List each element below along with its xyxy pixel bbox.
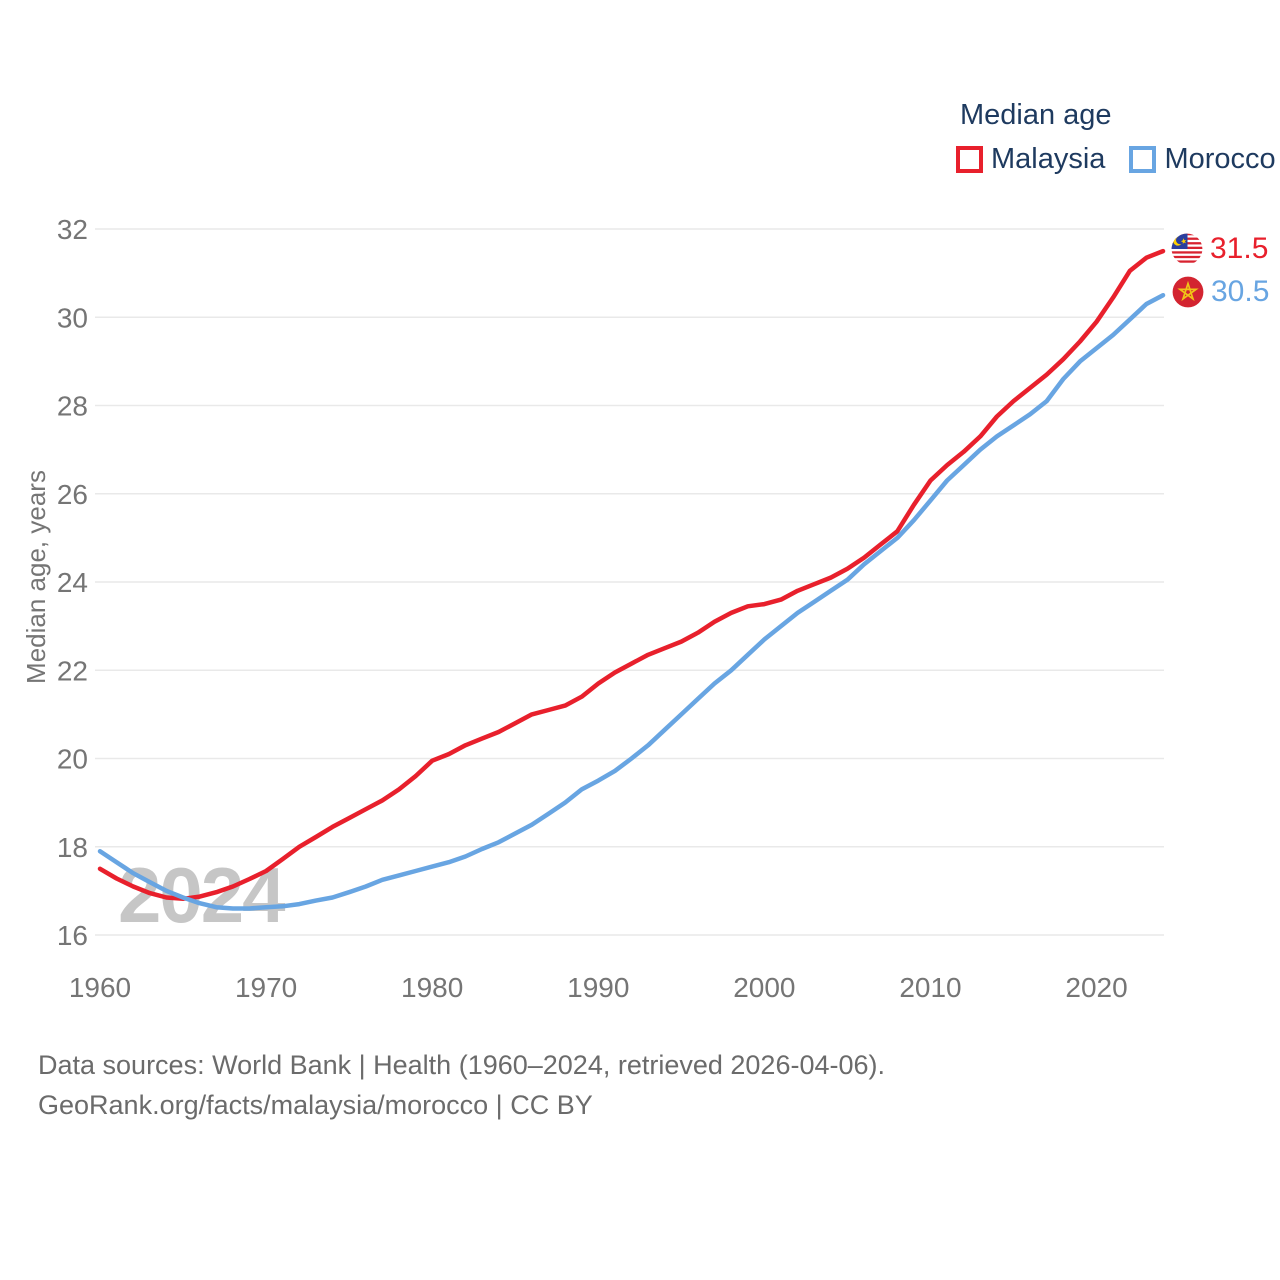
x-tick-label: 1990 (567, 972, 629, 1003)
series-lines (97, 248, 1166, 911)
morocco-flag-icon (1172, 276, 1204, 308)
x-tick-label: 1960 (69, 972, 131, 1003)
y-tick-label: 16 (57, 920, 88, 951)
axis-labels: 16 18 20 22 24 26 28 30 32 1960 1970 1980 1990 2000 20… (57, 214, 1128, 1003)
x-tick-label: 2000 (733, 972, 795, 1003)
x-tick-label: 2010 (899, 972, 961, 1003)
y-tick-label: 32 (57, 214, 88, 245)
legend-item-morocco[interactable]: Morocco (1129, 143, 1276, 176)
end-value-morocco: 30.5 (1211, 275, 1270, 308)
x-tick-label: 2020 (1065, 972, 1127, 1003)
y-tick-label: 20 (57, 744, 88, 775)
legend-item-malaysia[interactable]: Malaysia (956, 143, 1105, 176)
malaysia-flag-icon (1171, 233, 1203, 265)
legend-label-malaysia: Malaysia (991, 143, 1106, 175)
y-tick-label: 26 (57, 479, 88, 510)
footer-credit-line: GeoRank.org/facts/malaysia/morocco | CC … (38, 1090, 593, 1120)
series-line-morocco (97, 292, 1166, 911)
legend-title: Median age (960, 99, 1112, 131)
y-axis-title: Median age, years (21, 470, 51, 684)
y-tick-label: 18 (57, 832, 88, 863)
y-tick-label: 24 (57, 567, 88, 598)
x-tick-label: 1970 (235, 972, 297, 1003)
series-line-malaysia (97, 248, 1166, 902)
morocco-swatch-icon (1129, 146, 1157, 173)
malaysia-swatch-icon (956, 146, 983, 173)
end-label-morocco: 30.5 (1172, 276, 1269, 308)
x-tick-label: 1980 (401, 972, 463, 1003)
footer: Data sources: World Bank | Health (1960–… (38, 1045, 885, 1125)
end-value-malaysia: 31.5 (1210, 232, 1269, 265)
legend: Median age Malaysia Morocco (956, 99, 1276, 176)
gridlines (95, 228, 1164, 936)
end-label-malaysia: 31.5 (1171, 233, 1268, 265)
footer-source-line: Data sources: World Bank | Health (1960–… (38, 1050, 885, 1080)
y-tick-label: 28 (57, 391, 88, 422)
y-tick-label: 22 (57, 655, 88, 686)
y-tick-label: 30 (57, 302, 88, 333)
legend-label-morocco: Morocco (1164, 143, 1276, 175)
